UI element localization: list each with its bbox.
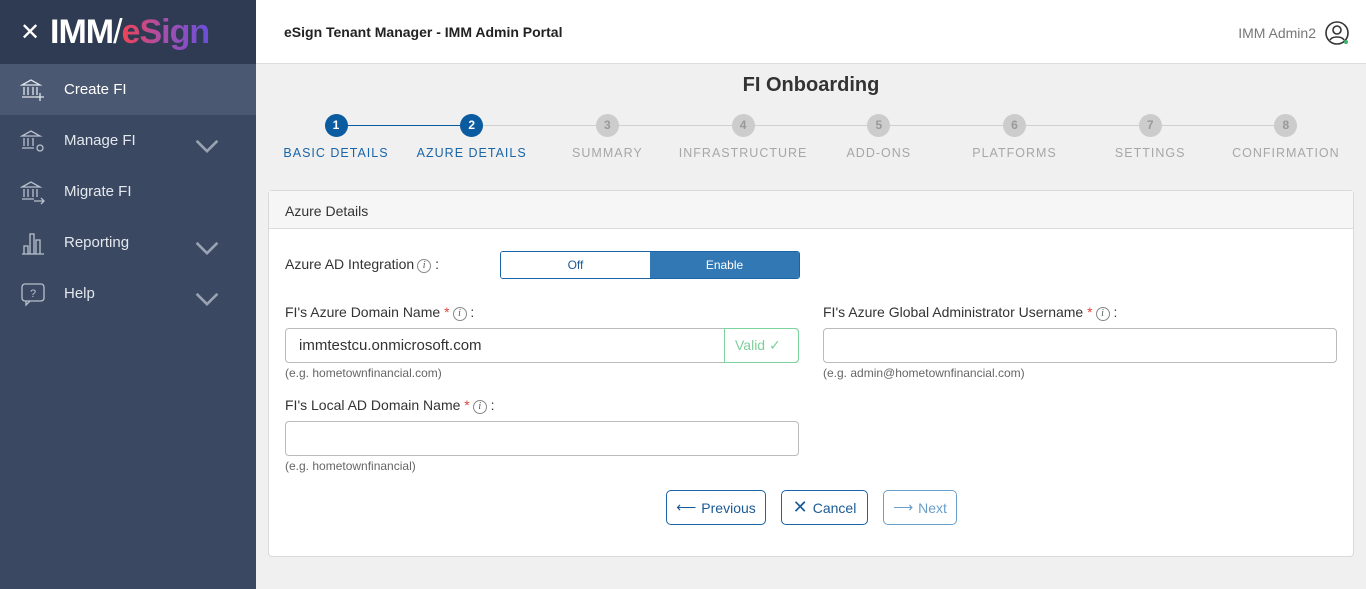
step-1: 1 BASIC DETAILS — [261, 114, 411, 160]
chevron-down-icon — [195, 241, 219, 256]
user-avatar-icon — [1325, 21, 1349, 45]
step-5: 5 ADD-ONS — [804, 114, 954, 160]
svg-text:?: ? — [30, 288, 36, 300]
arrow-right-icon: ⟶ — [893, 499, 914, 515]
check-icon: ✓ — [768, 337, 781, 353]
app-title: eSign Tenant Manager - IMM Admin Portal — [284, 23, 563, 40]
step-label: AZURE DETAILS — [416, 146, 527, 160]
toggle-off-option[interactable]: Off — [501, 252, 650, 278]
step-label: SETTINGS — [1114, 146, 1186, 160]
azure-details-card: Azure Details Azure AD Integration i : Of… — [268, 190, 1354, 557]
bank-gear-icon — [20, 129, 44, 152]
step-label: CONFIRMATION — [1232, 146, 1340, 160]
logo: IMM/eSign — [50, 12, 210, 51]
bank-plus-icon — [20, 78, 44, 101]
section-title: Azure Details — [269, 191, 1353, 229]
step-7: 7 SETTINGS — [1075, 114, 1225, 160]
chevron-down-icon — [195, 292, 219, 307]
next-button[interactable]: ⟶ Next — [883, 490, 957, 525]
azure-domain-input[interactable]: immtestcu.onmicrosoft.com Valid ✓ — [285, 328, 799, 363]
step-label: BASIC DETAILS — [283, 146, 389, 160]
admin-username-hint: (e.g. admin@hometownfinancial.com) — [823, 366, 1025, 380]
cancel-button[interactable]: ✕ Cancel — [781, 490, 868, 525]
step-number: 1 — [324, 114, 348, 137]
sidebar-item-reporting[interactable]: Reporting — [0, 217, 256, 268]
chevron-down-icon — [195, 139, 219, 154]
admin-username-label: FI's Azure Global Administrator Username… — [823, 304, 1118, 321]
step-number: 6 — [1003, 114, 1026, 137]
admin-username-input[interactable] — [823, 328, 1337, 363]
step-label: PLATFORMS — [972, 146, 1057, 160]
step-number: 4 — [731, 114, 755, 137]
step-number: 8 — [1274, 114, 1298, 137]
azure-domain-label: FI's Azure Domain Name * i : — [285, 304, 475, 321]
user-name: IMM Admin2 — [1238, 25, 1316, 41]
step-number: 3 — [595, 114, 619, 137]
local-domain-hint: (e.g. hometownfinancial) — [285, 459, 416, 473]
ad-integration-label: Azure AD Integration i : — [285, 256, 439, 273]
step-label: INFRASTRUCTURE — [678, 146, 808, 160]
sidebar: ✕ IMM/eSign Create FI Manage FI Migrate … — [0, 0, 256, 589]
step-label: SUMMARY — [572, 146, 643, 160]
step-number: 7 — [1138, 114, 1162, 137]
step-2: 2 AZURE DETAILS — [397, 114, 547, 160]
step-3: 3 SUMMARY — [532, 114, 682, 160]
info-icon[interactable]: i — [417, 259, 432, 273]
page-title: FI Onboarding — [742, 74, 880, 96]
close-icon: ✕ — [792, 497, 808, 517]
info-icon[interactable]: i — [1095, 307, 1110, 321]
step-number: 2 — [460, 114, 484, 137]
bar-chart-icon — [22, 232, 44, 255]
local-domain-label: FI's Local AD Domain Name * i : — [285, 397, 495, 414]
user-menu[interactable]: IMM Admin2 — [1238, 20, 1350, 46]
info-icon[interactable]: i — [472, 400, 487, 414]
step-number: 5 — [867, 114, 891, 137]
toggle-enable-option[interactable]: Enable — [650, 252, 799, 278]
bank-arrow-icon — [20, 180, 45, 204]
sidebar-item-migrate-fi[interactable]: Migrate FI — [0, 166, 256, 217]
local-domain-input[interactable] — [285, 421, 799, 456]
step-8: 8 CONFIRMATION — [1211, 114, 1361, 160]
help-bubble-icon: ? — [21, 282, 45, 307]
ad-integration-toggle[interactable]: Off Enable — [500, 251, 800, 279]
step-label: ADD-ONS — [846, 146, 912, 160]
top-bar: eSign Tenant Manager - IMM Admin Portal … — [256, 0, 1366, 64]
sidebar-item-help[interactable]: ? Help — [0, 268, 256, 319]
step-4: 4 INFRASTRUCTURE — [668, 114, 818, 160]
brand-bar: ✕ IMM/eSign — [0, 0, 256, 64]
valid-badge: Valid ✓ — [724, 328, 799, 363]
azure-domain-hint: (e.g. hometownfinancial.com) — [285, 366, 442, 380]
info-icon[interactable]: i — [452, 307, 467, 321]
previous-button[interactable]: ⟵ Previous — [666, 490, 766, 525]
stepper-progress-line — [336, 125, 472, 126]
step-6: 6 PLATFORMS — [940, 114, 1090, 160]
sidebar-item-manage-fi[interactable]: Manage FI — [0, 115, 256, 166]
close-menu-icon[interactable]: ✕ — [20, 18, 41, 46]
sidebar-item-create-fi[interactable]: Create FI — [0, 64, 256, 115]
arrow-left-icon: ⟵ — [676, 499, 697, 515]
